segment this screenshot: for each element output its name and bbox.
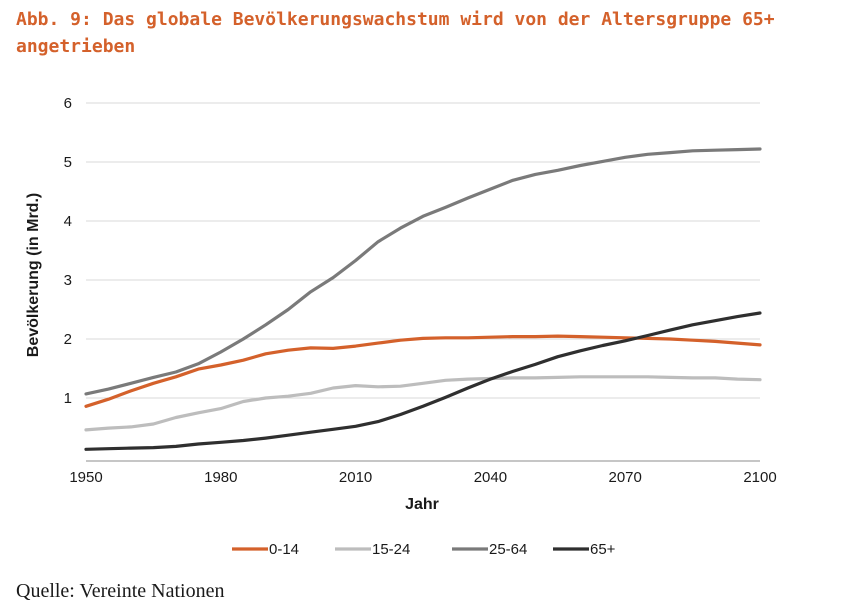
legend-label-15-24: 15-24 — [372, 541, 410, 558]
legend: 0-14 15-24 25-64 65+ — [232, 541, 616, 558]
series-line-15-24 — [84, 375, 762, 432]
y-tick-label: 4 — [64, 213, 72, 230]
series-line-65+ — [84, 311, 762, 451]
legend-label-65+: 65+ — [590, 541, 616, 558]
y-tick-label: 1 — [64, 390, 72, 407]
x-tick-label: 1950 — [69, 469, 102, 486]
legend-label-25-64: 25-64 — [489, 541, 527, 558]
y-tick-label: 3 — [64, 272, 72, 289]
series-line-25-64 — [84, 147, 762, 396]
x-tick-label: 2070 — [609, 469, 642, 486]
y-tick-labels: 1 2 3 4 5 6 — [64, 95, 72, 407]
y-tick-label: 5 — [64, 154, 72, 171]
x-tick-label: 1980 — [204, 469, 237, 486]
y-axis-label: Bevölkerung (in Mrd.) — [25, 193, 42, 357]
chart-title: Abb. 9: Das globale Bevölkerungswachstum… — [16, 9, 775, 57]
series-lines — [84, 147, 762, 451]
x-tick-label: 2010 — [339, 469, 372, 486]
y-tick-label: 6 — [64, 95, 72, 112]
legend-label-0-14: 0-14 — [269, 541, 299, 558]
x-tick-labels: 1950 1980 2010 2040 2070 2100 — [69, 469, 776, 486]
x-axis-label: Jahr — [405, 496, 439, 513]
series-line-0-14 — [84, 334, 762, 408]
x-tick-label: 2100 — [743, 469, 776, 486]
source-note: Quelle: Vereinte Nationen — [16, 580, 225, 602]
x-tick-label: 2040 — [474, 469, 507, 486]
y-tick-label: 2 — [64, 331, 72, 348]
